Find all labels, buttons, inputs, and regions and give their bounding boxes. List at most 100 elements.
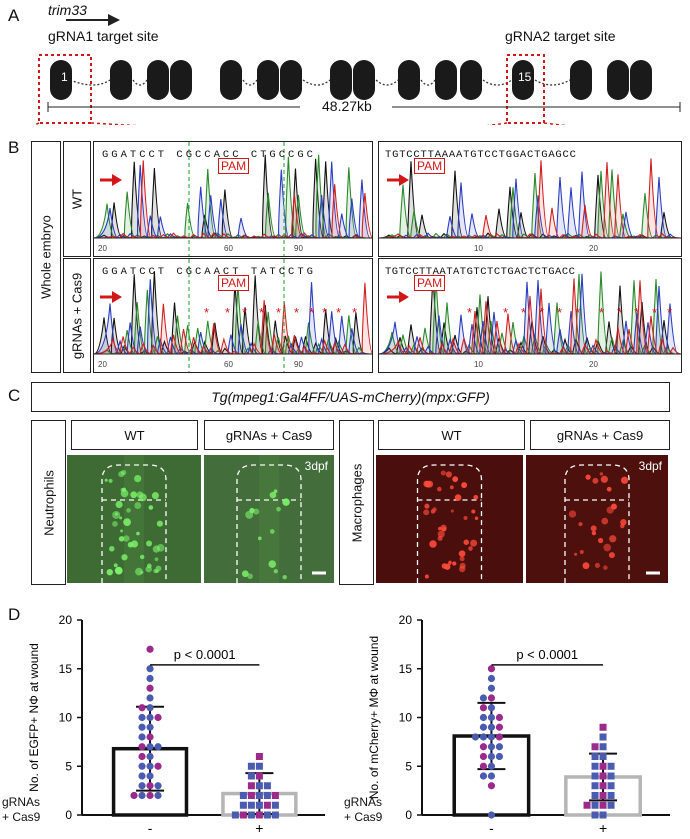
data-point	[263, 811, 271, 819]
pam-label: PAM	[414, 158, 446, 174]
cell-dot	[112, 521, 118, 527]
x-tick-label: +	[599, 820, 607, 836]
cell-dot	[134, 502, 142, 510]
data-point	[263, 801, 271, 809]
data-point	[607, 782, 615, 790]
ko-label-neutrophils: gRNAs + Cas9	[204, 420, 334, 450]
arrow-right-icon	[399, 291, 409, 303]
chromatogram-ko-left: 20 60 90 * * * * * * * * * * GGATCCT CGCAACT TATCCTG…	[93, 258, 373, 373]
x-tick-label: -	[148, 820, 153, 836]
data-point	[487, 752, 496, 761]
exon-shape	[512, 60, 534, 100]
data-point	[138, 762, 146, 770]
seq-ko-left: GGATCCT CGCAACT TATCCTG	[102, 266, 316, 278]
x-tick-label: +	[255, 820, 263, 836]
cell-dot	[276, 506, 281, 512]
cell-dot	[444, 563, 451, 570]
cell-dot	[452, 561, 457, 566]
data-point	[599, 801, 607, 809]
cell-dot	[424, 503, 430, 509]
cell-dot	[449, 485, 454, 490]
tissue-glow	[124, 455, 144, 583]
mutation-star: *	[276, 305, 281, 320]
cell-dot	[151, 492, 159, 500]
data-point	[138, 723, 146, 731]
y-tick-label: 10	[399, 711, 413, 725]
data-point	[146, 665, 154, 673]
data-point	[271, 792, 279, 799]
seq-wt-left: GGATCCT CGCCACC CTGCCGC	[102, 149, 316, 161]
data-point	[583, 801, 591, 809]
cell-dot	[126, 508, 131, 513]
tick-label: 20	[98, 360, 107, 369]
cell-dot	[273, 569, 278, 574]
panel-letter-c: C	[8, 386, 21, 405]
cell-dot	[429, 540, 437, 548]
data-point	[138, 713, 146, 722]
micrograph-neutrophils-ko: 3dpf	[204, 455, 334, 583]
data-point	[255, 762, 263, 770]
cell-dot	[282, 498, 290, 506]
gene-diagram	[32, 14, 681, 125]
data-point	[479, 713, 488, 722]
data-point	[271, 811, 279, 819]
data-point	[138, 752, 146, 761]
data-point	[471, 733, 480, 741]
exon-shape	[607, 60, 629, 100]
cell-dot	[573, 552, 578, 556]
data-point	[239, 811, 247, 819]
mutation-star: *	[539, 305, 544, 320]
pam-label: PAM	[218, 275, 250, 291]
cell-dot	[608, 552, 615, 559]
data-point	[146, 782, 154, 790]
y-tick-label: 10	[59, 711, 73, 725]
data-point	[138, 743, 146, 751]
data-point	[138, 733, 146, 741]
data-point	[591, 801, 599, 809]
wt-row-label: WT	[63, 141, 91, 257]
exon-shape	[147, 60, 169, 100]
p-value-label: p < 0.0001	[174, 647, 236, 662]
data-point	[487, 704, 496, 712]
cell-dot	[120, 529, 124, 533]
data-point	[146, 752, 154, 761]
cell-dot	[599, 472, 604, 476]
cell-dot	[601, 517, 609, 525]
data-point	[599, 782, 607, 790]
data-point	[479, 733, 488, 741]
data-point	[247, 792, 255, 799]
arrow-right-icon	[108, 14, 120, 26]
cell-dot	[106, 568, 113, 576]
cell-dot	[473, 494, 479, 500]
mutation-star: *	[204, 305, 209, 320]
data-point	[599, 792, 607, 799]
cell-dot	[440, 470, 446, 476]
y-tick-label: 15	[59, 662, 73, 676]
data-point	[154, 791, 162, 800]
gRNA2-label: gRNA2 target site	[505, 28, 616, 44]
cell-dot	[130, 540, 139, 548]
data-point	[591, 743, 599, 751]
cell-dot	[440, 524, 447, 532]
data-point	[146, 762, 154, 770]
cell-dot	[123, 518, 131, 527]
cell-dot	[606, 506, 614, 514]
cell-dot	[568, 510, 577, 518]
cell-dot	[590, 525, 597, 532]
trace-line	[379, 271, 676, 355]
data-point	[138, 791, 146, 800]
gRNA2-box	[506, 54, 545, 124]
data-point	[146, 772, 154, 780]
cell-dot	[282, 575, 287, 580]
data-point	[599, 733, 607, 741]
neutrophils-label: Neutrophils	[31, 420, 66, 585]
cell-dot	[459, 565, 466, 573]
cell-dot	[154, 557, 159, 562]
data-point	[271, 801, 279, 809]
data-point	[495, 723, 504, 731]
pam-label: PAM	[414, 275, 446, 291]
data-point	[138, 772, 146, 780]
cell-dot	[148, 505, 154, 510]
panel-letter-b: B	[8, 138, 20, 157]
cell-dot	[437, 530, 445, 538]
